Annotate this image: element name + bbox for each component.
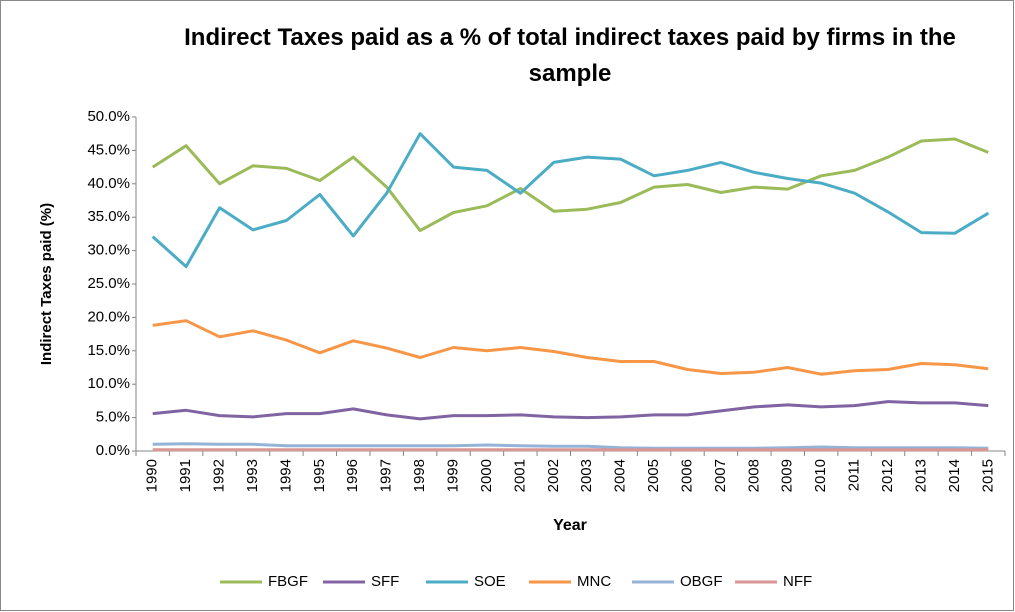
x-tick-label: 2006 [678, 459, 695, 492]
x-tick-label: 1997 [378, 459, 395, 492]
y-axis-label: Indirect Taxes paid (%) [38, 203, 55, 365]
y-tick-label: 50.0% [87, 108, 130, 125]
y-tick-label: 10.0% [87, 375, 130, 392]
x-tick-label: 1990 [144, 459, 161, 492]
x-tick-label: 2013 [912, 459, 929, 492]
x-tick-label: 2000 [478, 459, 495, 492]
legend-label: MNC [577, 573, 611, 590]
x-tick-label: 2003 [578, 459, 595, 492]
legend-label: FBGF [268, 573, 308, 590]
x-tick-label: 1996 [344, 459, 361, 492]
series-line [152, 319, 989, 376]
x-tick-label: 1992 [211, 459, 228, 492]
x-tick-label: 2010 [812, 459, 829, 492]
legend-label: OBGF [680, 573, 723, 590]
legend-label: SFF [371, 573, 399, 590]
chart-title: Indirect Taxes paid as a % of total indi… [184, 24, 956, 87]
x-tick-label: 1999 [444, 459, 461, 492]
y-tick-label: 15.0% [87, 342, 130, 359]
x-tick-label: 1995 [311, 459, 328, 492]
y-tick-label: 25.0% [87, 275, 130, 292]
x-tick-label: 1998 [411, 459, 428, 492]
x-tick-label: 1991 [177, 459, 194, 492]
y-tick-label: 20.0% [87, 308, 130, 325]
x-tick-label: 1994 [277, 459, 294, 492]
x-tick-label: 2005 [645, 459, 662, 492]
series-line [151, 137, 989, 233]
y-tick-label: 5.0% [96, 409, 130, 426]
x-tick-label: 2008 [745, 459, 762, 492]
x-tick-label: 2004 [612, 459, 629, 492]
x-tick-label: 2002 [545, 459, 562, 492]
series-line [151, 132, 990, 269]
series-line [152, 400, 989, 421]
x-tick-label: 2007 [712, 459, 729, 492]
x-tick-label: 2012 [879, 459, 896, 492]
x-tick-label: 2001 [511, 459, 528, 492]
x-tick-label: 2009 [779, 459, 796, 492]
x-axis-label: Year [553, 517, 587, 534]
y-tick-label: 30.0% [87, 242, 130, 259]
y-tick-label: 40.0% [87, 175, 130, 192]
legend-label: SOE [474, 573, 506, 590]
x-tick-label: 2014 [946, 459, 963, 492]
y-tick-label: 35.0% [87, 208, 130, 225]
x-tick-label: 2011 [846, 459, 863, 491]
y-tick-label: 0.0% [96, 442, 130, 459]
y-tick-label: 45.0% [87, 141, 130, 158]
legend-label: NFF [783, 573, 812, 590]
x-tick-label: 1993 [244, 459, 261, 492]
series-line [152, 442, 989, 450]
x-tick-label: 2015 [979, 459, 996, 492]
